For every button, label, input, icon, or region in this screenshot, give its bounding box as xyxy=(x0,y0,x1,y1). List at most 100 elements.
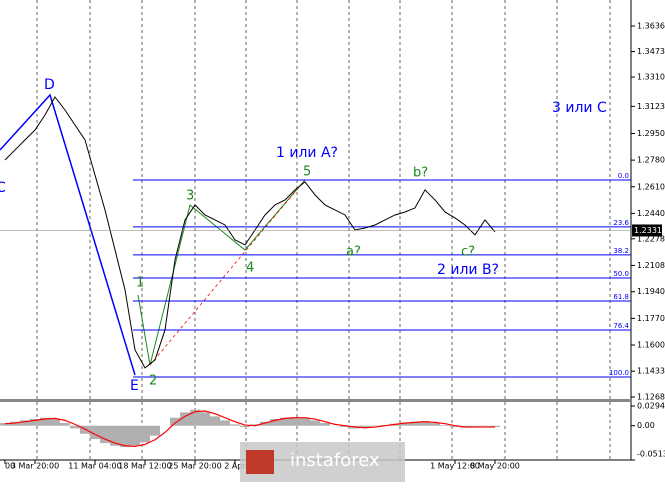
histogram-bar xyxy=(250,424,260,426)
y-tick-label: 1.1770 xyxy=(637,314,665,323)
fib-label: 0.0 xyxy=(618,172,629,180)
histogram-bar xyxy=(480,425,490,427)
y-tick-label: 1.1940 xyxy=(637,287,665,296)
fib-label: 38.2 xyxy=(613,247,629,255)
histogram-bar xyxy=(420,421,430,426)
price-line xyxy=(4,96,496,369)
last-price-label: 1.2331 xyxy=(634,226,662,235)
y-tick-label: 1.2278 xyxy=(637,234,665,243)
y-tick-label: 0.00 xyxy=(637,421,655,430)
wave-label: D xyxy=(44,77,55,93)
histogram-bar xyxy=(470,425,480,428)
y-tick-label: 1.3123 xyxy=(637,102,665,111)
histogram-bar xyxy=(320,423,330,426)
histogram-bar xyxy=(230,424,240,426)
histogram-bar xyxy=(110,425,120,446)
fib-label: 50.0 xyxy=(613,270,629,278)
histogram-bar xyxy=(120,425,130,448)
x-tick-label: 1 May 12:00 xyxy=(430,462,480,471)
panel-separator xyxy=(0,399,631,402)
logo-text: instaforex xyxy=(290,450,380,471)
y-tick-label: 1.2440 xyxy=(637,209,665,218)
y-tick-label: 1.2950 xyxy=(637,129,665,138)
signal-line xyxy=(4,410,495,448)
vertical-grid xyxy=(36,0,611,460)
histogram-bar xyxy=(430,423,440,426)
histogram-bar xyxy=(300,417,310,426)
y-tick-label: 1.3310 xyxy=(637,73,665,82)
y-tick-label: -0.05134 xyxy=(637,450,665,459)
wave-label: 1 xyxy=(136,276,144,291)
histogram-bar xyxy=(150,425,160,436)
marks: 1.3636 1.3473 1.3310 1.3123 1.2950 1.2780 1.26… xyxy=(0,22,665,471)
histogram-bar xyxy=(20,420,30,426)
histogram-bar xyxy=(30,419,40,426)
histogram-bar xyxy=(70,425,80,429)
histogram-bar xyxy=(290,417,300,426)
y-tick-label: 1.3636 xyxy=(637,22,665,31)
histogram-bar xyxy=(360,425,370,428)
wave-label: E xyxy=(130,378,139,394)
histogram-bar xyxy=(130,425,140,446)
x-tick-label: 2 Apr xyxy=(224,462,246,471)
wave-label: c? xyxy=(461,245,475,260)
histogram-bar xyxy=(310,420,320,426)
x-tick-label: 3 Mar 20:00 xyxy=(11,462,59,471)
y-tick-label: 1.3473 xyxy=(637,47,665,56)
fib-label: 76.4 xyxy=(613,322,629,330)
histogram-bar xyxy=(400,422,410,426)
y-tick-label: 1.2108 xyxy=(637,261,665,270)
histogram-bar xyxy=(340,425,350,428)
histogram-bar xyxy=(260,421,270,426)
histogram-bar xyxy=(410,421,420,426)
wave-label: 4 xyxy=(246,261,254,276)
last-price-box xyxy=(632,224,662,237)
x-tick-label: 25 Mar 20:00 xyxy=(168,462,221,471)
histogram-bar xyxy=(220,420,230,426)
wave-label: 2 или B? xyxy=(437,262,499,278)
fib-label: 61.8 xyxy=(613,293,629,301)
x-tick-label: 18 Mar 12:00 xyxy=(118,462,171,471)
histogram-bar xyxy=(450,425,460,428)
histogram-bar xyxy=(50,419,60,426)
wave-label: C xyxy=(0,180,6,196)
histogram-bar xyxy=(190,409,200,426)
histogram-bar xyxy=(140,425,150,443)
x-tick-label: 00 xyxy=(5,462,15,471)
histogram-bar xyxy=(40,417,50,426)
fib-label: 100.0 xyxy=(609,369,629,377)
wave-label: 1 или A? xyxy=(276,145,338,161)
logo: instaforex xyxy=(240,442,405,482)
histogram-bar xyxy=(370,425,380,427)
histogram-bar xyxy=(60,423,70,426)
y-tick-label: 0.02947 xyxy=(637,402,665,411)
histogram-bar xyxy=(440,425,450,426)
histogram-bar xyxy=(170,417,180,426)
y-tick-label: 1.1433 xyxy=(637,367,665,376)
x-tick-label: 11 Mar 04:00 xyxy=(68,462,121,471)
wave-label: a? xyxy=(346,245,361,260)
wave-label: 5 xyxy=(303,165,311,180)
histogram-bar xyxy=(280,417,290,426)
histogram-bar xyxy=(200,412,210,426)
histogram-bar xyxy=(240,425,250,428)
y-tick-label: 1.2780 xyxy=(637,156,665,165)
x-tick-label: 8 May 20:00 xyxy=(470,462,520,471)
y-tick-label: 1.1600 xyxy=(637,341,665,350)
wave-label: b? xyxy=(413,166,428,181)
y-tick-label: 1.1268 xyxy=(637,393,665,402)
wave-label: 3 xyxy=(186,189,194,204)
histogram-bar xyxy=(490,425,500,428)
wave-label: 2 xyxy=(149,374,157,389)
histogram-bar xyxy=(90,425,100,440)
y-tick-label: 1.2610 xyxy=(637,182,665,191)
wave-label: 3 или C xyxy=(552,100,607,116)
histogram-bar xyxy=(100,425,110,444)
histogram-bar xyxy=(0,423,10,426)
histogram-bar xyxy=(10,421,20,426)
histogram-bar xyxy=(270,419,280,426)
histogram-bar xyxy=(180,412,190,426)
fib-label: 23.6 xyxy=(613,219,629,227)
